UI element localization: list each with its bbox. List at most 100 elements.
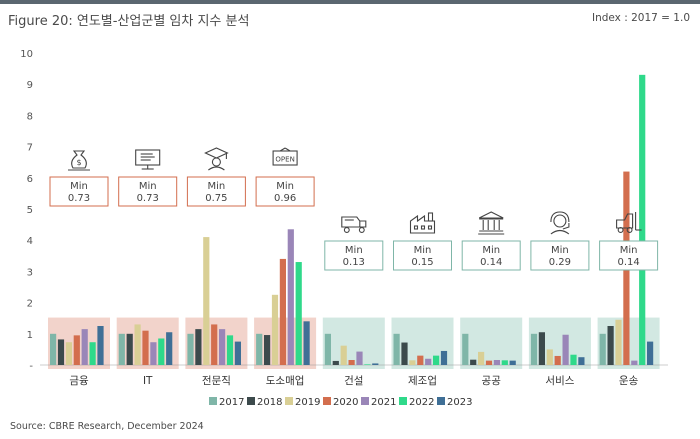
y-tick-label: 2 bbox=[27, 299, 33, 310]
bar-2020 bbox=[554, 355, 561, 365]
bar-2017 bbox=[187, 333, 194, 365]
bar-2020 bbox=[142, 330, 149, 365]
bar-2019 bbox=[478, 351, 485, 365]
bar-2019 bbox=[615, 319, 622, 365]
bar-2023 bbox=[440, 350, 448, 365]
dump-truck-icon bbox=[341, 216, 367, 233]
bar-2017 bbox=[599, 333, 606, 365]
bar-2021 bbox=[425, 358, 432, 365]
y-tick-label: 1 bbox=[27, 330, 33, 341]
bar-2021 bbox=[150, 342, 157, 365]
category-label: 제조업 bbox=[408, 374, 437, 387]
bar-2017 bbox=[462, 333, 469, 365]
legend-swatch-2018 bbox=[247, 397, 255, 405]
y-tick-label: 4 bbox=[27, 236, 33, 247]
legend-label: 2017 bbox=[219, 397, 244, 408]
category-label: 도소매업 bbox=[266, 374, 305, 387]
bar-2017 bbox=[530, 333, 538, 365]
bar-2018 bbox=[57, 339, 65, 365]
bar-2023 bbox=[234, 341, 241, 365]
min-box bbox=[393, 240, 452, 271]
legend-swatch-2017 bbox=[209, 397, 217, 405]
min-label: Min bbox=[70, 181, 88, 192]
legend-label: 2020 bbox=[333, 397, 358, 408]
bar-2018 bbox=[264, 335, 271, 365]
bar-2019 bbox=[134, 324, 141, 365]
graduate-icon bbox=[204, 147, 229, 171]
bar-2023 bbox=[509, 360, 516, 365]
min-value: 0.13 bbox=[343, 257, 365, 268]
bar-2019 bbox=[409, 360, 416, 365]
min-value: 0.29 bbox=[549, 257, 571, 268]
y-tick-label: - bbox=[29, 361, 33, 372]
y-tick-label: 5 bbox=[27, 205, 33, 216]
bar-2020 bbox=[211, 324, 218, 365]
min-box bbox=[49, 176, 109, 207]
bar-2018 bbox=[470, 359, 477, 365]
min-label: Min bbox=[208, 181, 226, 192]
bar-2022 bbox=[501, 360, 508, 365]
min-label: Min bbox=[276, 181, 294, 192]
bar-2018 bbox=[126, 333, 133, 365]
bar-2022 bbox=[158, 338, 165, 365]
legend-label: 2019 bbox=[295, 397, 320, 408]
source-note: Source: CBRE Research, December 2024 bbox=[10, 421, 204, 432]
y-tick-label: 9 bbox=[27, 80, 33, 91]
bar-2018 bbox=[332, 360, 339, 365]
bar-2018 bbox=[538, 332, 545, 365]
bar-2023 bbox=[303, 321, 310, 365]
bar-2017 bbox=[393, 333, 400, 365]
government-building-icon bbox=[478, 211, 505, 235]
factory-icon bbox=[409, 212, 436, 234]
index-note: Index : 2017 = 1.0 bbox=[591, 12, 690, 24]
bar-2021 bbox=[287, 229, 294, 365]
min-box bbox=[461, 240, 521, 271]
open-sign-icon: OPEN bbox=[272, 147, 298, 166]
bar-2022 bbox=[639, 74, 646, 365]
legend-swatch-2019 bbox=[285, 397, 293, 405]
y-tick-label: 7 bbox=[27, 143, 33, 154]
min-label: Min bbox=[414, 245, 432, 256]
bar-2023 bbox=[578, 357, 585, 365]
bar-2021 bbox=[81, 329, 88, 365]
top-rule bbox=[0, 0, 700, 4]
min-box bbox=[324, 240, 384, 271]
bar-2021 bbox=[493, 360, 500, 365]
legend-label: 2018 bbox=[257, 397, 282, 408]
legend-swatch-2021 bbox=[361, 397, 369, 405]
bar-2017 bbox=[118, 333, 125, 365]
bar-2023 bbox=[166, 332, 173, 365]
headset-agent-icon bbox=[550, 211, 570, 235]
category-label: 금융 bbox=[69, 375, 89, 387]
min-label: Min bbox=[551, 245, 569, 256]
min-box bbox=[530, 240, 590, 271]
bar-2021 bbox=[562, 334, 569, 365]
bar-2019 bbox=[65, 342, 72, 365]
svg-text:OPEN: OPEN bbox=[275, 156, 294, 164]
bar-2017 bbox=[256, 333, 263, 365]
bar-2018 bbox=[195, 329, 202, 365]
legend-swatch-2020 bbox=[323, 397, 331, 405]
min-box bbox=[118, 176, 178, 207]
y-tick-label: 3 bbox=[27, 267, 33, 278]
bar-2017 bbox=[324, 333, 331, 365]
bar-2022 bbox=[295, 262, 302, 365]
category-label: 공공 bbox=[482, 375, 502, 387]
bar-2018 bbox=[401, 342, 408, 365]
min-value: 0.73 bbox=[68, 193, 90, 204]
bar-2023 bbox=[647, 341, 654, 365]
bar-2021 bbox=[356, 351, 363, 365]
money-bag-icon: $ bbox=[68, 150, 90, 171]
y-tick-label: 8 bbox=[27, 111, 33, 122]
svg-text:$: $ bbox=[76, 158, 81, 167]
legend-label: 2022 bbox=[409, 397, 434, 408]
min-value: 0.14 bbox=[480, 257, 502, 268]
legend-swatch-2022 bbox=[399, 397, 407, 405]
bar-2020 bbox=[348, 360, 355, 365]
min-box bbox=[186, 176, 246, 207]
category-label: IT bbox=[143, 375, 153, 387]
category-label: 전문직 bbox=[202, 375, 231, 387]
bar-2019 bbox=[271, 294, 279, 365]
min-value: 0.73 bbox=[137, 193, 159, 204]
